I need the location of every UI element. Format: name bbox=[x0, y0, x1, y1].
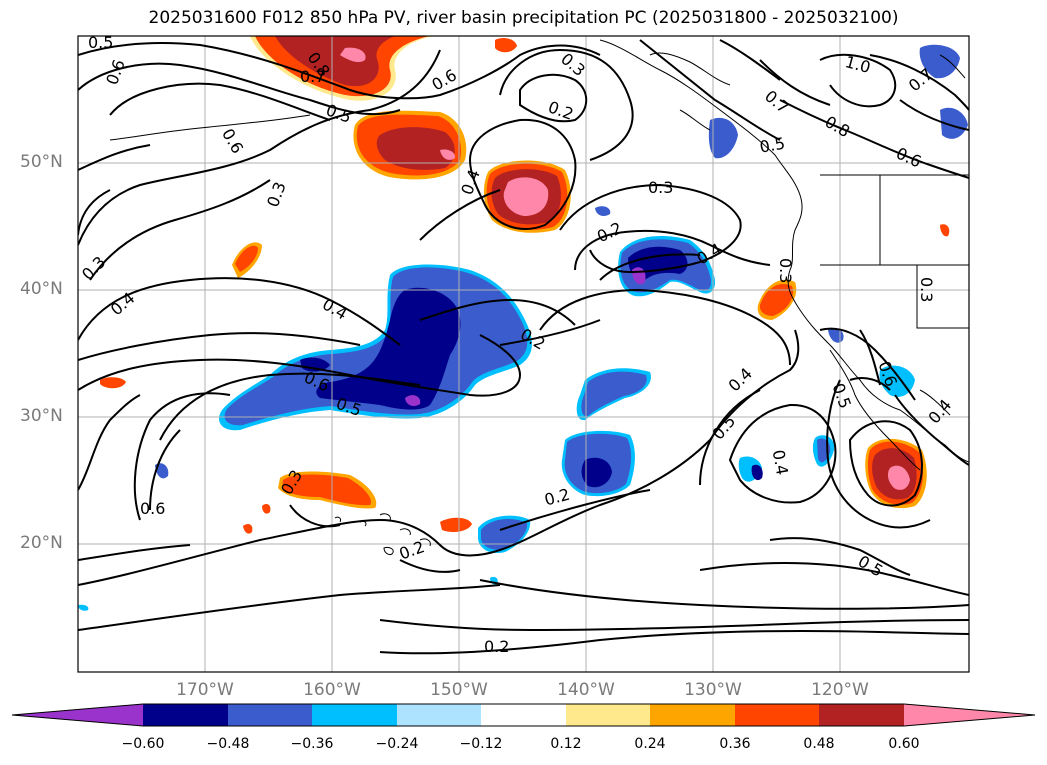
colorbar-bin bbox=[819, 704, 904, 726]
colorbar-tick-label: −0.36 bbox=[290, 736, 334, 752]
lon-label: 140°W bbox=[557, 680, 615, 700]
colorbar-tick-label: 0.12 bbox=[550, 736, 582, 752]
lat-label: 20°N bbox=[20, 533, 63, 553]
contour-label: 0.3 bbox=[917, 277, 936, 302]
lon-label: 160°W bbox=[303, 680, 361, 700]
lon-label: 120°W bbox=[811, 680, 869, 700]
colorbar-tick-label: −0.48 bbox=[206, 736, 250, 752]
colorbar-bin bbox=[397, 704, 481, 726]
contour-label: 0.3 bbox=[776, 258, 795, 283]
colorbar-tick-label: 0.36 bbox=[719, 736, 751, 752]
map-frame bbox=[77, 35, 970, 673]
colorbar-bin bbox=[228, 704, 312, 726]
colorbar-tick-label: 0.60 bbox=[888, 736, 920, 752]
coastlines bbox=[109, 39, 969, 555]
contour-label: 0.7 bbox=[300, 67, 325, 86]
contour-label: 0.6 bbox=[140, 499, 165, 518]
colorbar-tick-label: −0.60 bbox=[121, 736, 165, 752]
lon-label: 150°W bbox=[430, 680, 488, 700]
colorbar-tick-label: 0.24 bbox=[634, 736, 666, 752]
colorbar-min-extension bbox=[12, 704, 143, 726]
pv-contours bbox=[78, 39, 969, 655]
lat-label: 30°N bbox=[20, 406, 63, 426]
colorbar-tick-label: −0.12 bbox=[459, 736, 503, 752]
contour-label: 0.5 bbox=[88, 33, 113, 52]
colorbar-bin bbox=[650, 704, 735, 726]
colorbar-bin bbox=[735, 704, 819, 726]
colorbar-max-extension bbox=[904, 704, 1035, 726]
lon-label: 130°W bbox=[684, 680, 742, 700]
graticule bbox=[78, 36, 969, 672]
colorbar-bin bbox=[566, 704, 650, 726]
colorbar-tick-label: −0.24 bbox=[375, 736, 419, 752]
lat-label: 50°N bbox=[20, 152, 63, 172]
colorbar-bin bbox=[312, 704, 397, 726]
colorbar-bin bbox=[143, 704, 228, 726]
positive-anomaly-fills bbox=[100, 36, 950, 534]
contour-label: 0.2 bbox=[484, 637, 509, 656]
map-title: 2025031600 F012 850 hPa PV, river basin … bbox=[148, 8, 899, 28]
negative-anomaly-fills bbox=[78, 44, 968, 611]
contour-label: 0.4 bbox=[769, 448, 792, 476]
lon-label: 170°W bbox=[176, 680, 234, 700]
contour-label: 0.3 bbox=[648, 178, 673, 197]
lat-label: 40°N bbox=[20, 279, 63, 299]
colorbar-outline bbox=[11, 703, 1036, 727]
colorbar-bin bbox=[481, 704, 566, 726]
colorbar-tick-label: 0.48 bbox=[803, 736, 835, 752]
colorbar bbox=[11, 703, 1036, 727]
contour-label: 0.5 bbox=[758, 134, 786, 157]
